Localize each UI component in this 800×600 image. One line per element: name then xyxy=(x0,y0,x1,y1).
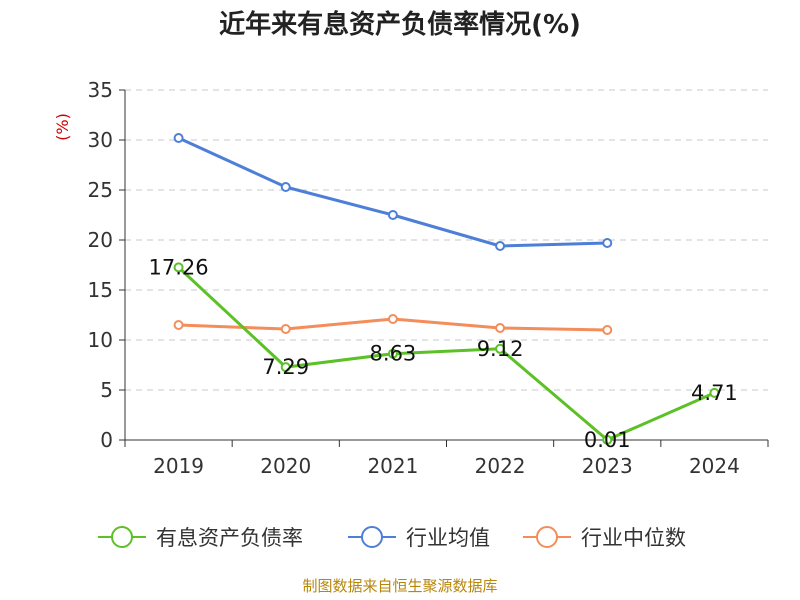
y-axis-unit: (%) xyxy=(53,113,72,141)
data-point xyxy=(495,343,506,354)
data-point xyxy=(280,182,291,192)
legend-marker xyxy=(111,526,133,548)
x-tick-label: 2019 xyxy=(153,454,204,478)
legend-label: 行业均值 xyxy=(406,526,490,550)
y-tick-label: 5 xyxy=(100,378,113,402)
y-tick-label: 15 xyxy=(88,278,113,302)
legend-label: 行业中位数 xyxy=(581,526,686,550)
data-point xyxy=(387,348,398,359)
data-label: 8.63 xyxy=(370,342,417,366)
x-tick-label: 2022 xyxy=(475,454,526,478)
legend-marker xyxy=(361,526,383,548)
data-point xyxy=(495,241,506,251)
data-point xyxy=(602,238,613,248)
grid xyxy=(125,89,768,391)
series-layer xyxy=(173,133,720,445)
y-tick-label: 20 xyxy=(88,228,113,252)
series-line-1 xyxy=(177,136,608,248)
data-point xyxy=(602,434,613,445)
data-point xyxy=(709,387,720,398)
y-tick-label: 0 xyxy=(100,428,113,452)
data-point xyxy=(173,320,184,330)
data-label: 4.71 xyxy=(691,381,738,405)
source-footer: 制图数据来自恒生聚源数据库 xyxy=(302,577,497,595)
y-tick-label: 30 xyxy=(88,128,113,152)
data-point xyxy=(602,325,613,335)
x-tick-label: 2021 xyxy=(367,454,418,478)
axes: 0 5 10 15 20 25 30 35 2019 2020 2021 2022 2023 2024 xyxy=(88,78,769,478)
data-label: 17.26 xyxy=(149,255,209,279)
y-tick-label: 35 xyxy=(88,78,113,102)
legend-marker xyxy=(536,526,558,548)
data-point xyxy=(495,323,506,333)
data-point xyxy=(387,314,398,324)
data-label: 9.12 xyxy=(477,337,524,361)
series-line-0 xyxy=(177,266,716,442)
data-point xyxy=(387,210,398,220)
data-point xyxy=(280,324,291,334)
data-point xyxy=(173,262,184,273)
data-point xyxy=(280,362,291,373)
data-label: 7.29 xyxy=(262,355,309,379)
y-tick-label: 25 xyxy=(88,178,113,202)
chart-title: 近年来有息资产负债率情况(%) xyxy=(219,9,581,40)
legend-label: 有息资产负债率 xyxy=(156,526,303,550)
data-label: 0.01 xyxy=(584,428,631,452)
data-point xyxy=(173,133,184,143)
x-tick-label: 2020 xyxy=(260,454,311,478)
x-tick-label: 2024 xyxy=(689,454,740,478)
legend: 有息资产负债率 行业均值 行业中位数 xyxy=(98,526,686,550)
x-tick-label: 2023 xyxy=(582,454,633,478)
y-tick-label: 10 xyxy=(88,328,113,352)
data-labels: 17.26 7.29 8.63 9.12 0.01 4.71 xyxy=(149,255,738,452)
